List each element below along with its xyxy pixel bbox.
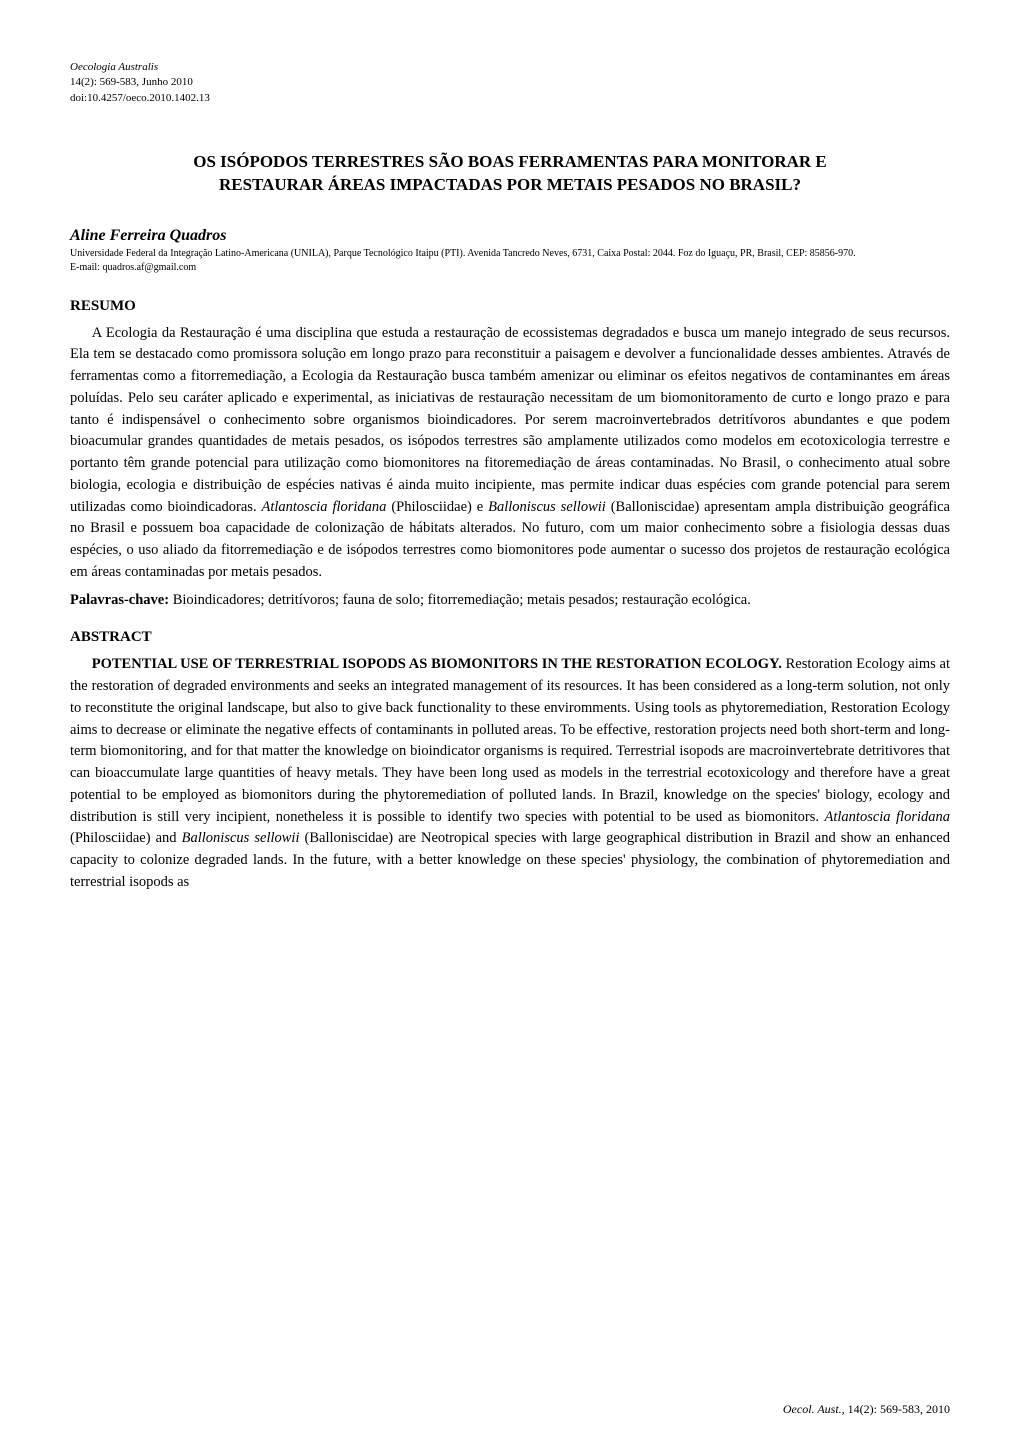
article-title: OS ISÓPODOS TERRESTRES SÃO BOAS FERRAMEN… bbox=[70, 151, 950, 197]
abstract-title-caps: POTENTIAL USE OF TERRESTRIAL ISOPODS AS … bbox=[92, 656, 782, 672]
species-name-4: Balloniscus sellowii bbox=[182, 830, 300, 846]
abstract-body: POTENTIAL USE OF TERRESTRIAL ISOPODS AS … bbox=[70, 654, 950, 893]
email-label: E-mail: bbox=[70, 262, 103, 273]
journal-name: Oecologia Australis bbox=[70, 60, 950, 75]
page-footer: Oecol. Aust., 14(2): 569-583, 2010 bbox=[783, 1402, 950, 1417]
resumo-text-2: (Philosciidae) e bbox=[386, 499, 488, 515]
journal-issue: 14(2): 569-583, Junho 2010 bbox=[70, 75, 950, 90]
abstract-text-1: Restoration Ecology aims at the restorat… bbox=[70, 656, 950, 824]
journal-doi: doi:10.4257/oeco.2010.1402.13 bbox=[70, 91, 950, 106]
resumo-body: A Ecologia da Restauração é uma discipli… bbox=[70, 323, 950, 584]
abstract-heading: ABSTRACT bbox=[70, 629, 950, 646]
author-name: Aline Ferreira Quadros bbox=[70, 227, 950, 245]
footer-citation: 14(2): 569-583, 2010 bbox=[845, 1402, 950, 1416]
author-email: quadros.af@gmail.com bbox=[103, 262, 197, 273]
footer-journal-abbrev: Oecol. Aust., bbox=[783, 1402, 845, 1416]
abstract-text-2: (Philosciidae) and bbox=[70, 830, 182, 846]
keywords-values: Bioindicadores; detritívoros; fauna de s… bbox=[169, 592, 751, 608]
author-block: Aline Ferreira Quadros Universidade Fede… bbox=[70, 227, 950, 273]
species-name-2: Balloniscus sellowii bbox=[488, 499, 606, 515]
resumo-keywords: Palavras-chave: Bioindicadores; detritív… bbox=[70, 590, 950, 612]
species-name-1: Atlantoscia floridana bbox=[261, 499, 386, 515]
resumo-heading: RESUMO bbox=[70, 298, 950, 315]
species-name-3: Atlantoscia floridana bbox=[825, 809, 951, 825]
author-affiliation: Universidade Federal da Integração Latin… bbox=[70, 247, 950, 261]
resumo-text-1: A Ecologia da Restauração é uma discipli… bbox=[70, 325, 950, 515]
title-line-2: RESTAURAR ÁREAS IMPACTADAS POR METAIS PE… bbox=[90, 174, 930, 197]
keywords-label: Palavras-chave: bbox=[70, 592, 169, 608]
journal-info-block: Oecologia Australis 14(2): 569-583, Junh… bbox=[70, 60, 950, 106]
title-line-1: OS ISÓPODOS TERRESTRES SÃO BOAS FERRAMEN… bbox=[90, 151, 930, 174]
author-email-line: E-mail: quadros.af@gmail.com bbox=[70, 262, 950, 273]
